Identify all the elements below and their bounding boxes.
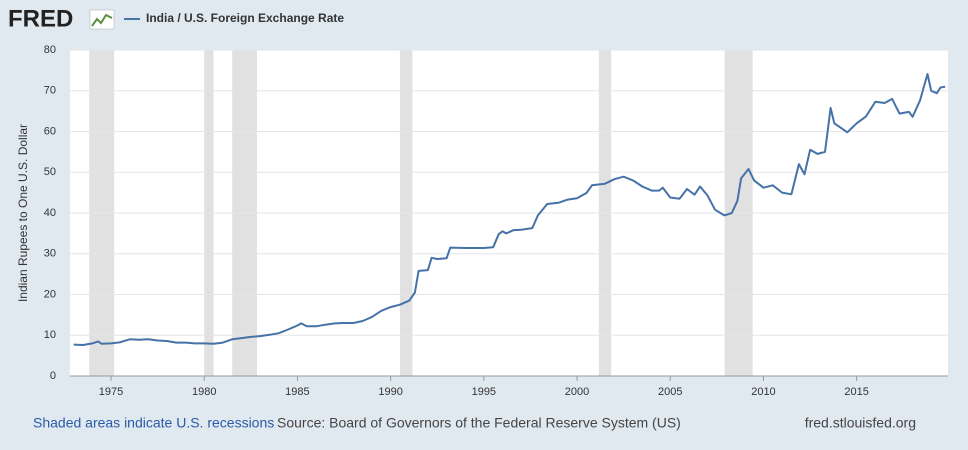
- x-tick-label: 1990: [378, 386, 402, 398]
- y-tick-label: 60: [44, 125, 56, 137]
- logo[interactable]: FRED: [8, 5, 73, 32]
- y-tick-label: 40: [44, 207, 56, 219]
- y-tick-label: 30: [44, 248, 56, 260]
- y-tick-label: 0: [50, 370, 56, 382]
- x-tick-label: 1985: [285, 386, 309, 398]
- x-tick-label: 1995: [472, 386, 496, 398]
- x-tick-label: 1975: [99, 386, 123, 398]
- y-tick-label: 20: [44, 288, 56, 300]
- x-tick-label: 2000: [565, 386, 589, 398]
- y-tick-label: 70: [44, 85, 56, 97]
- x-tick-label: 2005: [658, 386, 682, 398]
- x-tick-label: 2010: [751, 386, 775, 398]
- site[interactable]: fred.stlouisfed.org: [805, 415, 916, 431]
- series-line: [73, 73, 946, 346]
- x-tick-label: 1980: [192, 386, 216, 398]
- y-tick-label: 50: [44, 166, 56, 178]
- recession-note[interactable]: Shaded areas indicate U.S. recessions: [33, 415, 274, 431]
- legend-label: India / U.S. Foreign Exchange Rate: [146, 11, 344, 25]
- y-tick-label: 80: [44, 44, 56, 56]
- y-axis-label: Indian Rupees to One U.S. Dollar: [16, 124, 30, 302]
- source: Source: Board of Governors of the Federa…: [277, 415, 681, 431]
- logo-icon: [89, 9, 115, 30]
- y-tick-label: 10: [44, 329, 56, 341]
- x-tick-label: 2015: [844, 386, 868, 398]
